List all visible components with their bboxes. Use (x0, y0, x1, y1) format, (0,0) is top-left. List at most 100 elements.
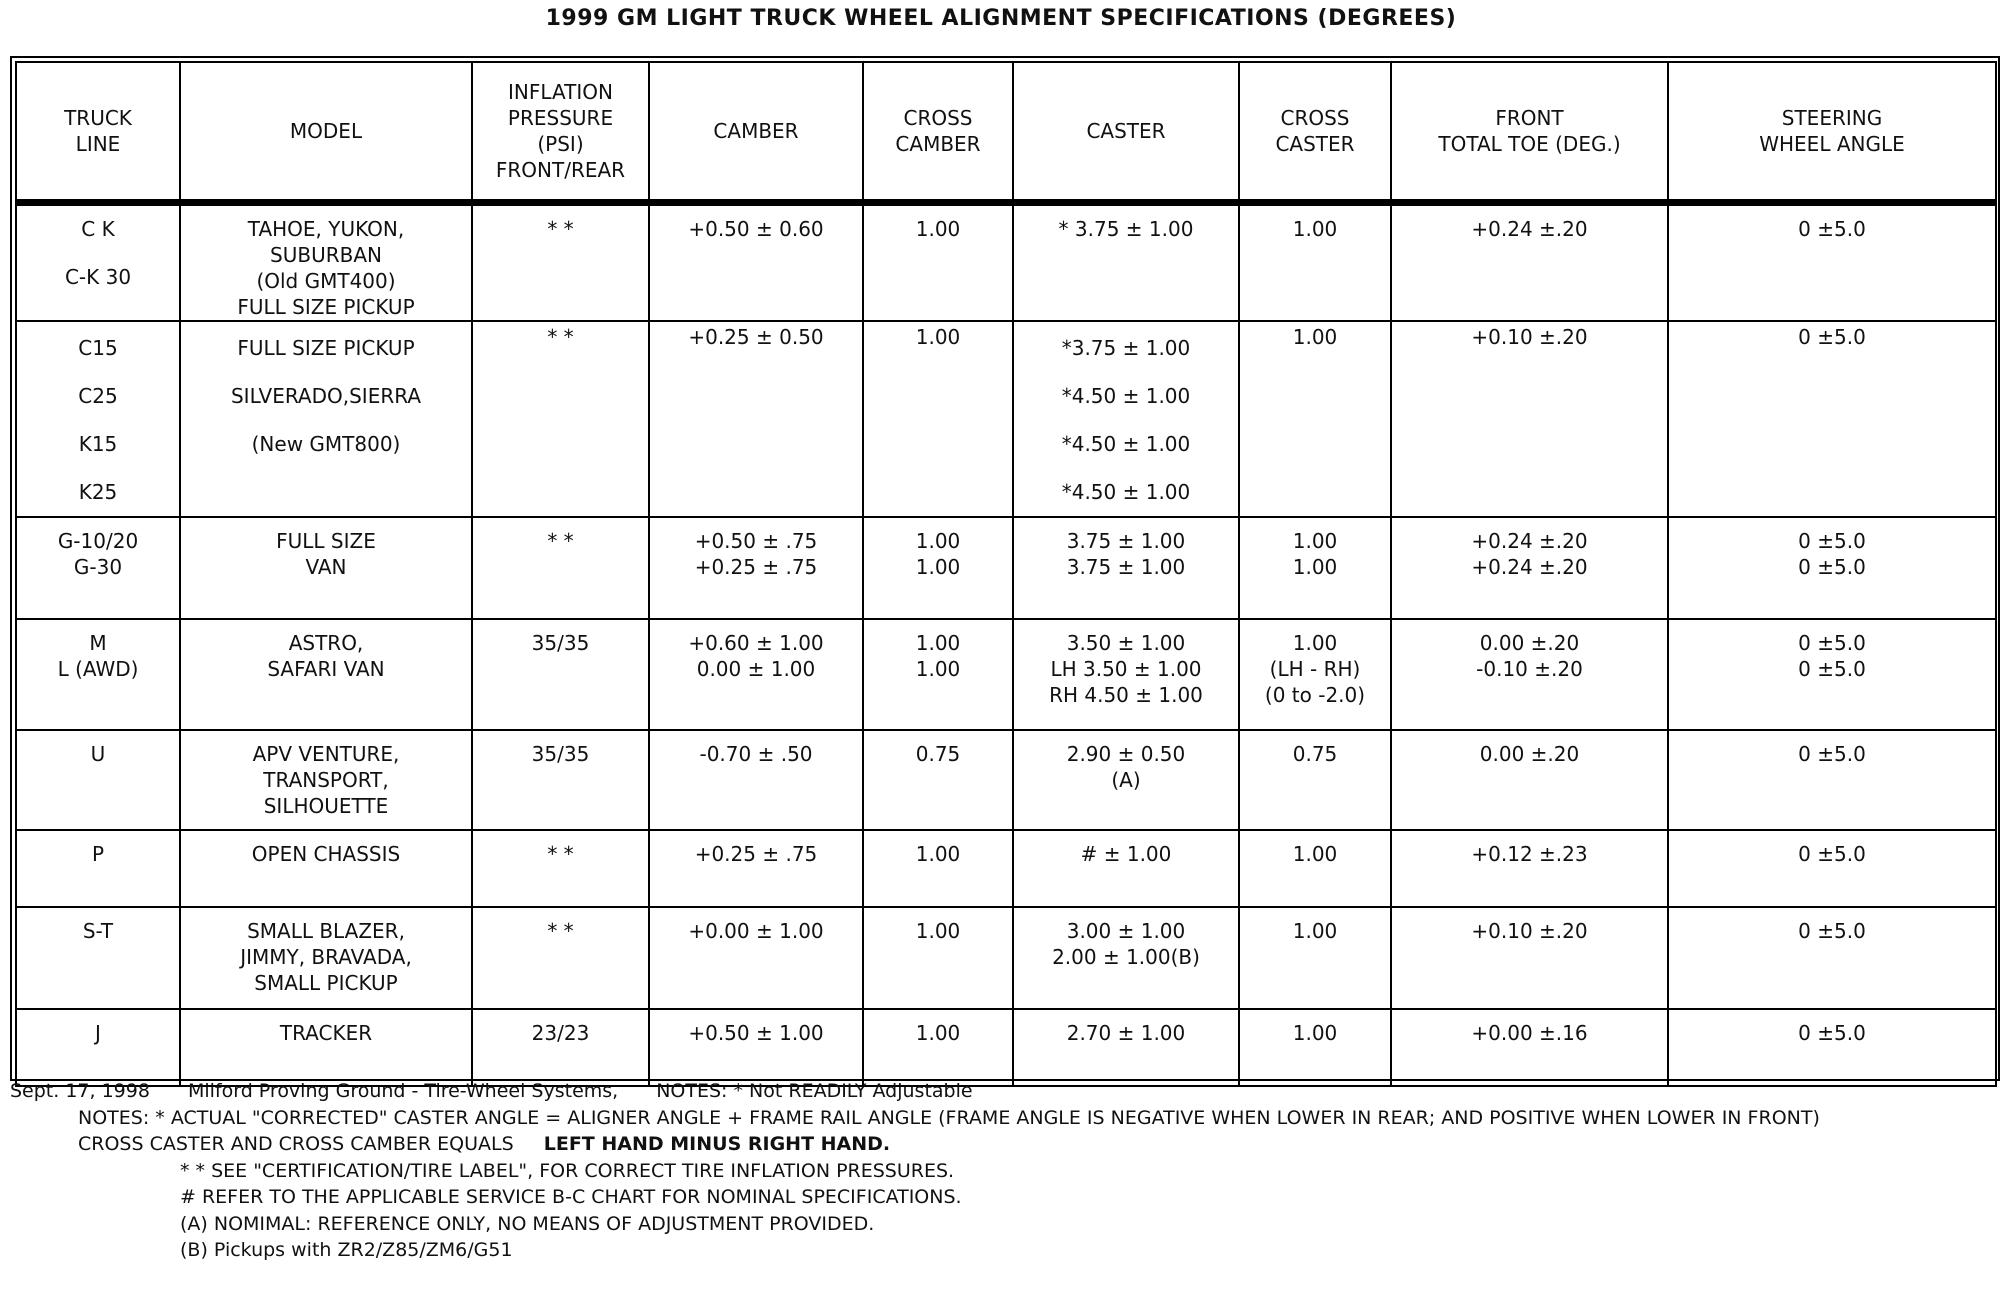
note: (A) NOMIMAL: REFERENCE ONLY, NO MEANS OF… (180, 1212, 875, 1235)
title: 1999 GM LIGHT TRUCK WHEEL ALIGNMENT SPEC… (545, 6, 1457, 31)
table-cell: * 3.75 ± 1.00 (1012, 201, 1240, 322)
cell-text: 0 ±5.0 (1798, 918, 1866, 943)
table-cell: 1.00 1.00 (862, 617, 1014, 731)
source: Milford Proving Ground - Tire-Wheel Syst… (187, 1080, 619, 1102)
table-body: C K C-K 30 TAHOE, YUKON, SUBURBAN (Old GMT40… (15, 201, 1997, 1087)
cell-text: (New GMT800) (251, 431, 401, 456)
cell-text: TAHOE, YUKON, (247, 216, 405, 241)
table-cell: 0 ±5.0 (1667, 828, 1997, 908)
table-row: C15 C25 K15 K25 FULL SIZE PICKUP SILVERADO,SI… (15, 319, 1997, 518)
header-text: (PSI) (537, 131, 584, 156)
cell-text: M (89, 630, 107, 655)
cell-text: (0 to -2.0) (1264, 682, 1366, 707)
table-cell: 1.00 (LH - RH) (0 to -2.0) (1238, 617, 1392, 731)
table-cell: FULL SIZE VAN (179, 515, 473, 620)
note-list: * * SEE "CERTIFICATION/TIRE LABEL", FOR … (10, 1158, 1995, 1264)
table-cell: 0 ±5.0 (1667, 201, 1997, 322)
table-cell: 0.00 ±.20 (1390, 728, 1669, 831)
table-cell: 0.75 (1238, 728, 1392, 831)
note: # REFER TO THE APPLICABLE SERVICE B-C CH… (180, 1186, 962, 1208)
table-row: U APV VENTURE, TRANSPORT, SILHOUETTE 35/35 -0… (15, 728, 1997, 831)
note: (B) Pickups with ZR2/Z85/ZM6/G51 (180, 1239, 513, 1261)
table-cell: +0.00 ±.16 (1390, 1007, 1669, 1087)
cell-text: *4.50 ± 1.00 (1061, 431, 1191, 456)
header-cell: CASTER (1012, 61, 1240, 203)
cell-text: 2.00 ± 1.00(B) (1052, 944, 1200, 969)
header-text: TOTAL TOE (DEG.) (1438, 131, 1621, 156)
cell-text: 0 ±5.0 (1798, 324, 1866, 349)
table-cell: * * (471, 201, 650, 322)
table-cell: TRACKER (179, 1007, 473, 1087)
table-row: C K C-K 30 TAHOE, YUKON, SUBURBAN (Old GMT40… (15, 201, 1997, 322)
note-emphasis: LEFT HAND MINUS RIGHT HAND. (543, 1133, 891, 1155)
cell-text: +0.24 ±.20 (1471, 216, 1588, 241)
header-text: STEERING (1781, 105, 1883, 130)
cell-text: 1.00 (915, 630, 961, 655)
table-cell: 23/23 (471, 1007, 650, 1087)
table-cell: J (15, 1007, 181, 1087)
cell-text: +0.50 ± 1.00 (688, 1020, 824, 1045)
cell-text: 1.00 (1292, 1020, 1338, 1045)
cell-text: K25 (78, 479, 118, 504)
cell-text: 0.00 ± 1.00 (696, 656, 816, 681)
cell-text: *4.50 ± 1.00 (1061, 479, 1191, 504)
header-text: CASTER (1275, 131, 1355, 156)
header-text: PRESSURE (507, 105, 614, 130)
table-cell: +0.24 ±.20 +0.24 ±.20 (1390, 515, 1669, 620)
table-cell: +0.50 ± 1.00 (648, 1007, 864, 1087)
table-cell: U (15, 728, 181, 831)
cell-text: FULL SIZE PICKUP (237, 335, 415, 360)
cell-text: *3.75 ± 1.00 (1061, 335, 1191, 360)
cell-text: * * (547, 918, 574, 943)
cell-text: * * (547, 528, 574, 553)
cell-text: 0 ±5.0 (1798, 630, 1866, 655)
cell-text: 1.00 (915, 841, 961, 866)
table-cell: 1.00 (862, 201, 1014, 322)
table-row: P OPEN CHASSIS * * +0.25 ± .75 1.00 # ± 1.00 1… (15, 828, 1997, 908)
cell-text: +0.50 ± 0.60 (688, 216, 824, 241)
cell-text: (A) (1111, 767, 1141, 792)
cell-text: +0.25 ± 0.50 (688, 324, 824, 349)
note: NOTES: * ACTUAL "CORRECTED" CASTER ANGLE… (78, 1106, 1820, 1129)
table-frame: TRUCK LINE MODEL INFLATION PRESSURE (PSI) FRON… (10, 56, 2000, 1087)
table-cell: 3.75 ± 1.00 3.75 ± 1.00 (1012, 515, 1240, 620)
cell-text: 1.00 (1292, 918, 1338, 943)
table-cell: 2.90 ± 0.50 (A) (1012, 728, 1240, 831)
table-cell: +0.10 ±.20 (1390, 905, 1669, 1010)
header-row: TRUCK LINE MODEL INFLATION PRESSURE (PSI) FRON… (15, 61, 1997, 203)
cell-text: 23/23 (531, 1020, 590, 1045)
cell-text: +0.24 ±.20 (1471, 554, 1588, 579)
cell-text: 1.00 (915, 1020, 961, 1045)
header-cell: TRUCK LINE (15, 61, 181, 203)
table-cell: # ± 1.00 (1012, 828, 1240, 908)
table-cell: +0.24 ±.20 (1390, 201, 1669, 322)
cell-text: * * (547, 324, 574, 349)
table-row: S-T SMALL BLAZER, JIMMY, BRAVADA, SMALL PIC… (15, 905, 1997, 1010)
table-cell: OPEN CHASSIS (179, 828, 473, 908)
table-cell: 0 ±5.0 (1667, 319, 1997, 518)
note: * * SEE "CERTIFICATION/TIRE LABEL", FOR … (180, 1159, 955, 1182)
table-header: TRUCK LINE MODEL INFLATION PRESSURE (PSI) FRON… (15, 61, 1997, 203)
cell-text: SUBURBAN (270, 242, 382, 267)
cell-text: C-K 30 (64, 264, 132, 289)
cell-text: 1.00 (1292, 324, 1338, 349)
table-cell: -0.70 ± .50 (648, 728, 864, 831)
cell-text: 1.00 (1292, 528, 1338, 553)
table-cell: 0 ±5.0 0 ±5.0 (1667, 617, 1997, 731)
cell-text: U (90, 741, 106, 766)
table-cell: +0.50 ± .75 +0.25 ± .75 (648, 515, 864, 620)
date: Sept. 17, 1998 (10, 1080, 150, 1102)
cell-text: C K (81, 216, 115, 241)
table-cell: 1.00 (1238, 905, 1392, 1010)
cell-text: J (95, 1020, 101, 1045)
table-cell: * * (471, 905, 650, 1010)
cell-text: 1.00 (915, 554, 961, 579)
table-cell: 3.00 ± 1.00 2.00 ± 1.00(B) (1012, 905, 1240, 1010)
table-cell: +0.12 ±.23 (1390, 828, 1669, 908)
header-cell: CROSS CASTER (1238, 61, 1392, 203)
table-cell: P (15, 828, 181, 908)
table-cell: +0.25 ± 0.50 (648, 319, 864, 518)
cell-text: SAFARI VAN (267, 656, 385, 681)
